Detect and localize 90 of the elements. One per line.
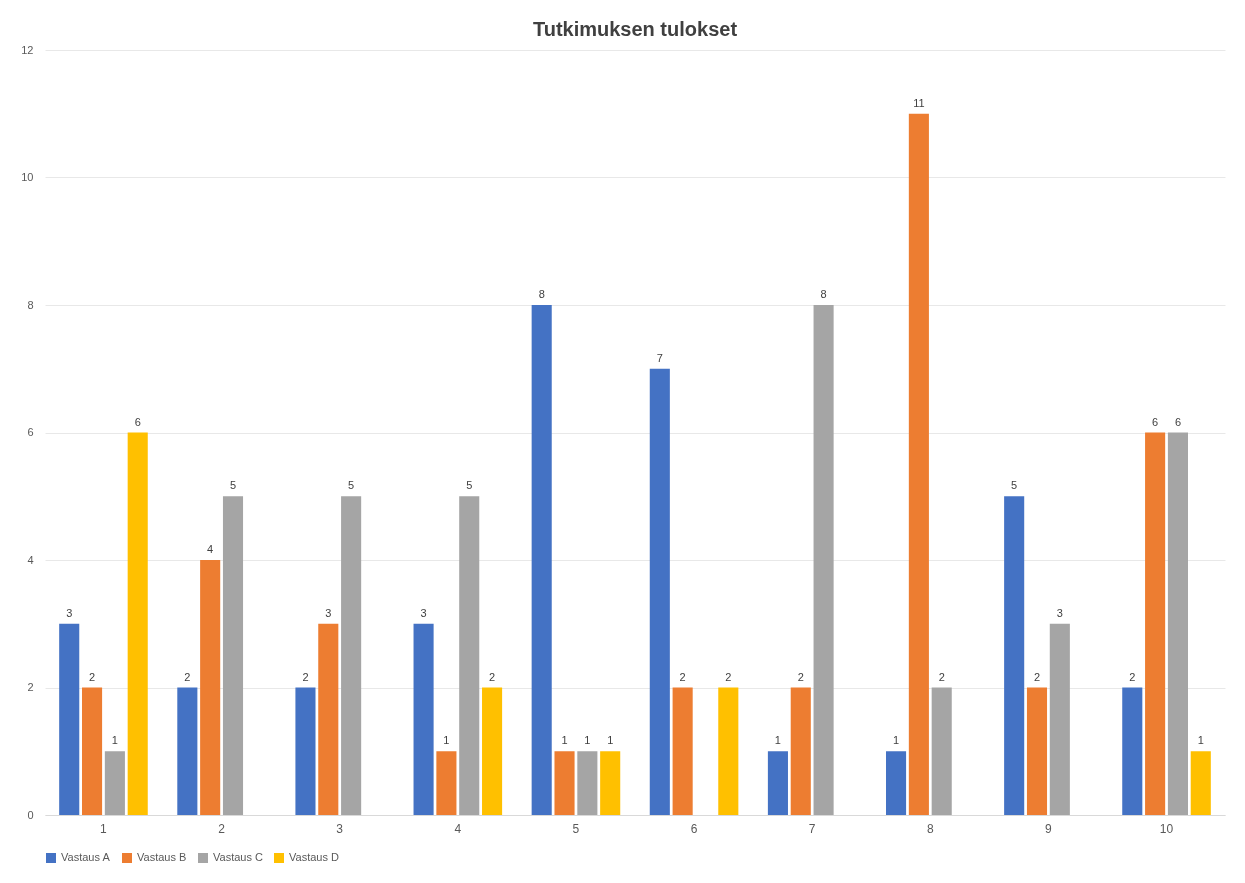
x-tick-label: 2 bbox=[218, 821, 226, 836]
y-tick-label: 10 bbox=[21, 171, 34, 183]
legend-label: Vastaus A bbox=[61, 851, 111, 863]
data-label: 2 bbox=[725, 670, 732, 683]
data-label: 1 bbox=[1197, 734, 1204, 747]
data-label: 1 bbox=[892, 734, 900, 747]
x-tick-label: 7 bbox=[808, 821, 816, 836]
data-label: 6 bbox=[1152, 415, 1159, 428]
bar bbox=[600, 751, 621, 815]
bar bbox=[1026, 687, 1048, 815]
data-label: 6 bbox=[134, 415, 141, 428]
x-tick-label: 1 bbox=[100, 821, 108, 836]
legend-label: Vastaus D bbox=[289, 851, 339, 863]
data-label: 2 bbox=[1033, 670, 1041, 683]
x-tick-label: 8 bbox=[926, 821, 934, 836]
y-tick-label: 4 bbox=[27, 553, 34, 566]
x-tick-label: 9 bbox=[1045, 821, 1053, 836]
bar bbox=[459, 496, 480, 815]
x-tick-label: 5 bbox=[572, 821, 580, 836]
bar bbox=[531, 305, 552, 815]
data-label: 3 bbox=[1056, 606, 1063, 619]
data-label: 2 bbox=[184, 670, 191, 683]
data-label: 8 bbox=[538, 288, 545, 300]
bar bbox=[59, 623, 80, 815]
bar bbox=[1122, 687, 1143, 815]
data-label: 5 bbox=[348, 479, 355, 492]
data-label: 1 bbox=[111, 734, 118, 747]
data-label: 7 bbox=[656, 351, 663, 364]
bar bbox=[1145, 432, 1166, 815]
bar bbox=[1049, 623, 1070, 815]
data-label: 2 bbox=[88, 670, 96, 683]
bar bbox=[813, 305, 834, 815]
y-tick-label: 0 bbox=[27, 808, 34, 821]
data-label: 2 bbox=[797, 670, 804, 683]
x-tick-label: 6 bbox=[690, 821, 698, 836]
data-label: 4 bbox=[207, 543, 214, 555]
bar bbox=[104, 751, 125, 815]
bar bbox=[222, 496, 244, 815]
data-label: 2 bbox=[679, 670, 686, 683]
bar bbox=[1004, 496, 1025, 815]
bar bbox=[482, 687, 503, 815]
data-label: 2 bbox=[1129, 670, 1136, 683]
bar bbox=[200, 560, 221, 815]
bar bbox=[436, 751, 457, 815]
data-label: 3 bbox=[325, 606, 332, 619]
bar bbox=[767, 751, 788, 815]
data-label: 2 bbox=[938, 670, 945, 683]
y-tick-label: 8 bbox=[27, 298, 34, 311]
legend-label: Vastaus B bbox=[137, 851, 187, 863]
bar bbox=[931, 687, 952, 815]
bar bbox=[790, 687, 811, 815]
data-label: 1 bbox=[607, 734, 614, 747]
data-label: 1 bbox=[774, 734, 781, 747]
y-tick-label: 2 bbox=[27, 681, 34, 693]
data-label: 6 bbox=[1174, 415, 1182, 428]
bar bbox=[318, 623, 339, 815]
data-label: 5 bbox=[466, 479, 473, 492]
bar bbox=[649, 368, 670, 815]
bar bbox=[1190, 751, 1211, 815]
bar bbox=[413, 623, 434, 815]
data-label: 2 bbox=[302, 670, 309, 683]
legend-label: Vastaus C bbox=[213, 851, 263, 863]
data-label: 5 bbox=[229, 479, 237, 492]
bar bbox=[554, 751, 575, 815]
bar bbox=[127, 432, 148, 815]
data-label: 5 bbox=[1011, 479, 1018, 492]
bar bbox=[886, 751, 907, 815]
bar bbox=[295, 687, 316, 815]
x-tick-label: 3 bbox=[336, 821, 344, 836]
data-label: 3 bbox=[420, 606, 427, 619]
data-label: 11 bbox=[913, 96, 925, 109]
bar bbox=[908, 113, 929, 815]
bar bbox=[577, 751, 598, 815]
data-label: 8 bbox=[820, 288, 827, 300]
y-tick-label: 12 bbox=[21, 43, 34, 56]
bar bbox=[341, 496, 362, 815]
chart-title: Tutkimuksen tulokset bbox=[532, 18, 738, 40]
x-tick-label: 4 bbox=[454, 821, 462, 836]
y-tick-label: 6 bbox=[27, 426, 34, 438]
bar bbox=[1167, 432, 1188, 815]
bar bbox=[718, 687, 739, 815]
bar bbox=[672, 687, 693, 815]
x-tick-label: 10 bbox=[1159, 821, 1174, 836]
data-label: 3 bbox=[66, 606, 73, 619]
data-label: 1 bbox=[584, 734, 591, 747]
bar bbox=[82, 687, 103, 815]
data-label: 2 bbox=[489, 670, 496, 683]
bar bbox=[177, 687, 198, 815]
data-label: 1 bbox=[561, 734, 568, 747]
data-label: 1 bbox=[443, 734, 450, 747]
